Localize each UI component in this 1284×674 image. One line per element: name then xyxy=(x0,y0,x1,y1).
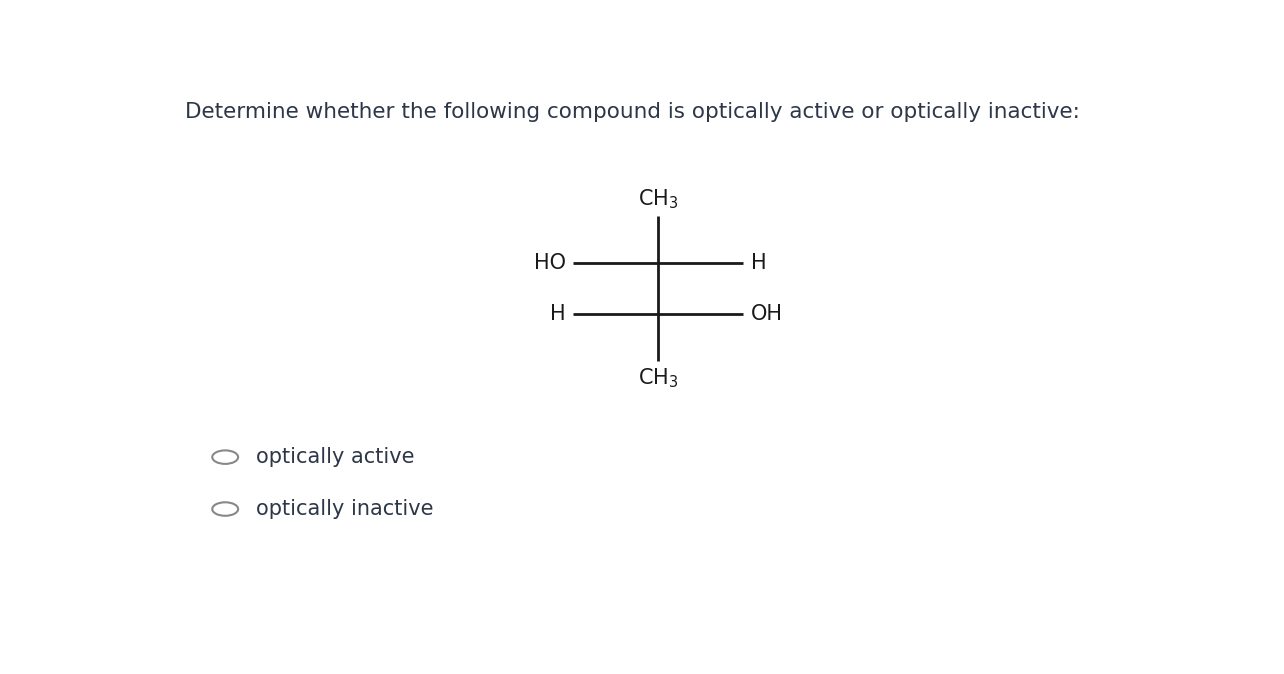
Text: HO: HO xyxy=(534,253,565,272)
Text: H: H xyxy=(751,253,767,272)
Text: $\mathregular{CH_3}$: $\mathregular{CH_3}$ xyxy=(638,187,678,210)
Text: Determine whether the following compound is optically active or optically inacti: Determine whether the following compound… xyxy=(185,102,1080,121)
Text: H: H xyxy=(550,305,565,324)
Text: optically active: optically active xyxy=(256,447,415,467)
Text: $\mathregular{CH_3}$: $\mathregular{CH_3}$ xyxy=(638,367,678,390)
Text: optically inactive: optically inactive xyxy=(256,499,434,519)
Text: OH: OH xyxy=(751,305,782,324)
